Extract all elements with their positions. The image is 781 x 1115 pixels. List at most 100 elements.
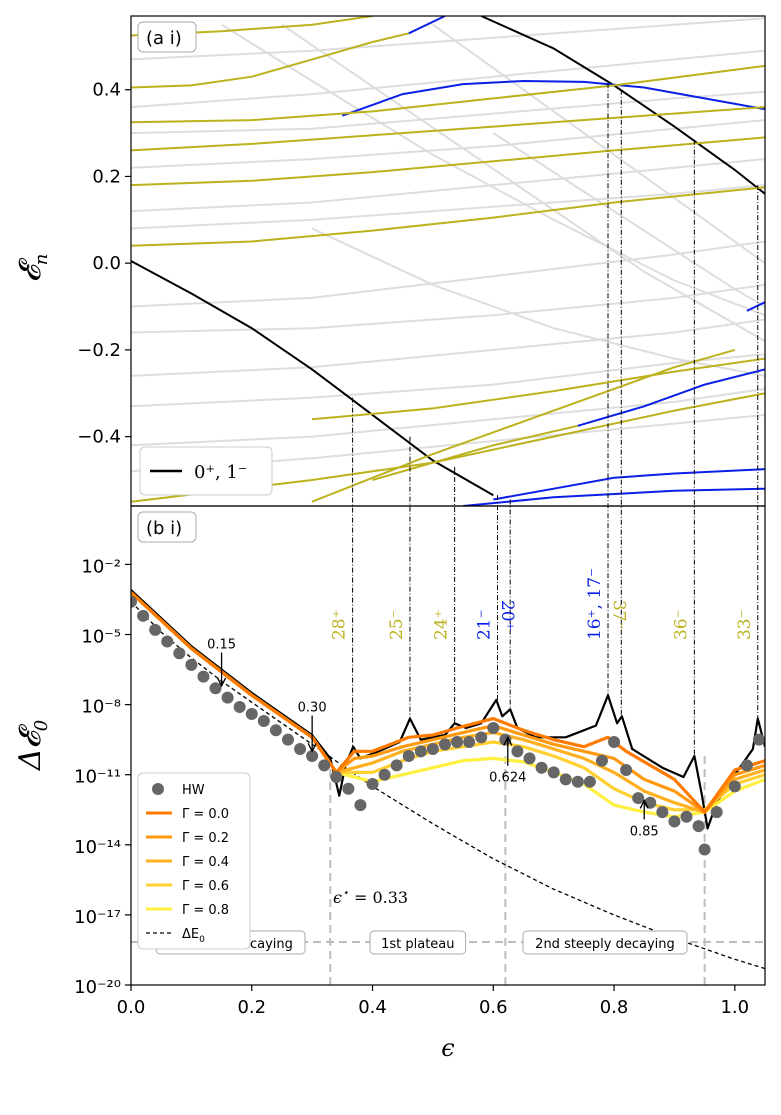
hw-dot <box>414 745 427 758</box>
legend-label-sub: 0 <box>199 935 205 945</box>
epsilon-star-prefix: ϵ <box>333 888 342 907</box>
background-level-line-4 <box>131 158 765 213</box>
region-label-box <box>369 930 467 955</box>
crossing-label: 20⁺ <box>497 600 517 631</box>
hw-dot <box>173 647 186 660</box>
hw-dot <box>149 623 162 636</box>
hw-dot <box>137 609 150 622</box>
crossing-label: 36⁻ <box>671 609 691 640</box>
crossing-label: 28⁺ <box>330 609 350 640</box>
hw-dot <box>451 735 464 748</box>
crossing-label: 25⁻ <box>387 609 407 640</box>
crossing-label: 33⁻ <box>735 609 755 640</box>
hw-dot <box>233 700 246 713</box>
panel-a-legend: 0⁺, 1⁻ <box>139 446 273 496</box>
legend-label: Γ = 0.0 <box>182 807 229 822</box>
a-ytick-label: −0.4 <box>77 427 121 448</box>
legend-dot <box>152 783 164 795</box>
background-level-line-5 <box>131 184 765 230</box>
level-olive-f <box>131 186 765 247</box>
hw-dot <box>698 843 711 856</box>
background-level-line-16 <box>492 132 765 308</box>
hw-dot <box>487 721 500 734</box>
hw-dot <box>571 775 584 788</box>
panel-a-frame <box>130 15 766 507</box>
background-level-line-6 <box>221 23 765 317</box>
b-xtick-label: 0.0 <box>117 997 146 1018</box>
curve-E0 <box>131 601 765 970</box>
panel-a-series <box>131 16 765 506</box>
panel-b-ylabel-main: Δ𝓔 <box>13 723 48 771</box>
hw-dot <box>306 750 319 763</box>
hw-dot <box>131 595 137 608</box>
legend-box <box>137 772 251 950</box>
level-falling-upper <box>480 16 765 195</box>
level-blue-low-2 <box>493 468 765 501</box>
hw-dot <box>632 792 645 805</box>
hw-dot <box>426 743 439 756</box>
hw-dot <box>463 735 476 748</box>
epsilon-star-sup: ⋆ <box>342 886 349 899</box>
annotation-arrowhead <box>307 743 317 753</box>
background-level-line-10 <box>131 283 765 334</box>
panel-a-ylabel-sub: n <box>31 254 52 266</box>
b-ytick-label: 10⁻⁵ <box>81 627 121 648</box>
hw-dot <box>710 806 723 819</box>
background-level-line-11 <box>131 318 765 377</box>
level-olive-e <box>131 136 765 187</box>
level-blue-low-1 <box>577 368 765 427</box>
hw-dot <box>281 733 294 746</box>
b-ytick-label: 10⁻²⁰ <box>74 977 121 998</box>
legend-label: Γ = 0.4 <box>182 855 229 870</box>
hw-dot <box>221 691 234 704</box>
level-blue-low-3 <box>463 487 765 506</box>
hw-dot <box>668 815 681 828</box>
epsilon-star-label: ϵ⋆ = 0.33 <box>333 886 408 907</box>
hw-dot <box>728 780 741 793</box>
annotation-arrowhead <box>216 677 227 688</box>
panel-b-xlabel: ϵ <box>441 1034 454 1062</box>
b-ytick-label: 10⁻¹⁴ <box>74 837 121 858</box>
hw-dot <box>257 714 270 727</box>
crossing-label: 16⁺, 17⁻ <box>585 568 605 640</box>
legend-label: HW <box>182 783 205 798</box>
panel-a-background-lines <box>131 17 765 473</box>
region-label: 2nd steeply decaying <box>535 937 675 952</box>
annotation-label: 0.15 <box>207 638 236 653</box>
level-blue-upper <box>408 16 446 35</box>
background-level-line-3 <box>131 119 765 169</box>
panel-a: 0.4 0.2 0.0 −0.2 −0.4 (a i) 𝓔n 0⁺, 1⁻ <box>13 15 766 507</box>
panel-b-tag-text: (b i) <box>146 518 182 539</box>
panel-b-y-axis: 10⁻² 10⁻⁵ 10⁻⁸ 10⁻¹¹ 10⁻¹⁴ 10⁻¹⁷ 10⁻²⁰ <box>74 556 131 998</box>
b-ytick-label: 10⁻¹⁷ <box>74 907 121 928</box>
hw-dot <box>269 724 282 737</box>
panel-b-x-axis: 0.0 0.2 0.4 0.6 0.8 1.0 <box>117 985 749 1018</box>
hw-dot <box>547 766 560 779</box>
level-olive-c <box>131 64 765 124</box>
level-olive-b <box>131 32 410 89</box>
b-xtick-label: 0.2 <box>237 997 266 1018</box>
hw-dot <box>161 635 174 648</box>
level-ground <box>131 260 494 497</box>
panel-b-annotations: 0.15 0.30 0.624 0.85 <box>207 638 659 840</box>
hw-dot <box>197 670 210 683</box>
hw-dot <box>245 707 258 720</box>
hw-dot <box>583 775 596 788</box>
b-xtick-label: 1.0 <box>720 997 749 1018</box>
background-level-line-0 <box>131 17 765 61</box>
hw-dot <box>366 778 379 791</box>
background-level-line-13 <box>131 387 765 447</box>
b-ytick-label: 10⁻¹¹ <box>74 767 121 788</box>
hw-dot <box>559 773 572 786</box>
hw-dot <box>390 759 403 772</box>
annotation-arrowhead <box>639 798 649 809</box>
hw-dot <box>740 759 753 772</box>
a-ytick-label: 0.0 <box>92 253 121 274</box>
hw-dot <box>185 658 198 671</box>
hw-dot <box>752 733 765 746</box>
hw-dot <box>318 759 331 772</box>
a-ytick-label: −0.2 <box>77 340 121 361</box>
